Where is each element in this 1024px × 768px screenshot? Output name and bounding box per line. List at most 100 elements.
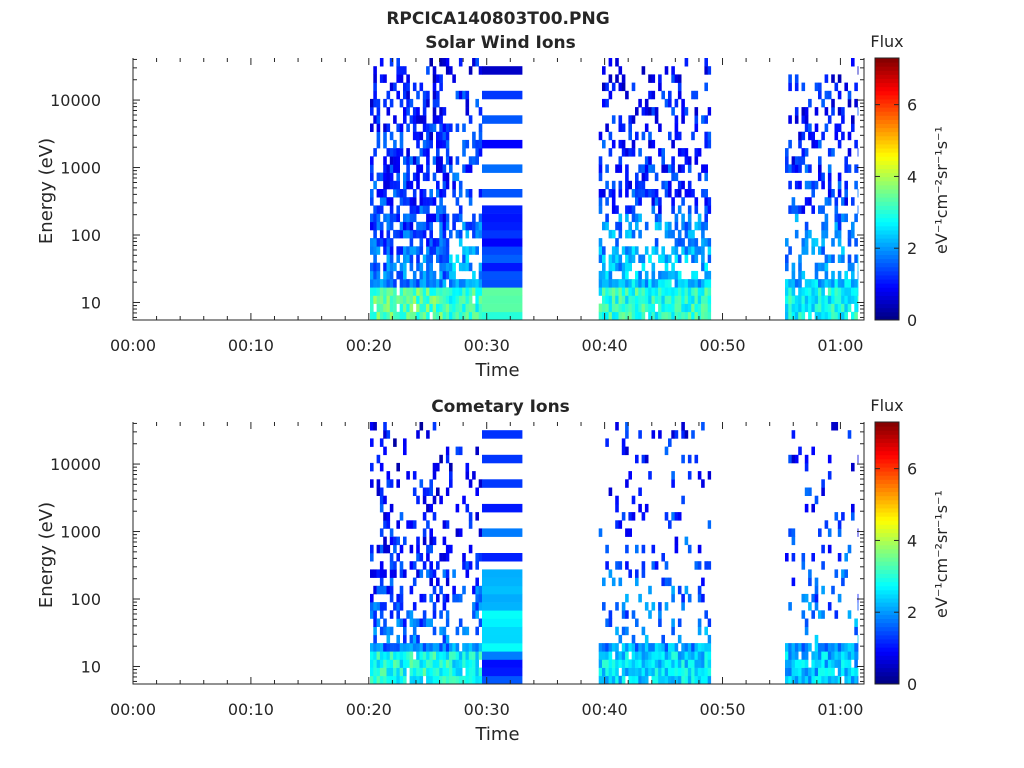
heatmap-cell bbox=[687, 229, 692, 239]
heatmap-cell bbox=[406, 148, 410, 157]
heatmap-cell bbox=[386, 123, 391, 132]
heatmap-cell bbox=[605, 295, 609, 304]
heatmap-cell bbox=[641, 172, 646, 182]
heatmap-cell bbox=[475, 626, 479, 636]
colorbar-step bbox=[875, 647, 899, 652]
heatmap-cell bbox=[635, 246, 639, 255]
heatmap-cell bbox=[847, 651, 852, 660]
heatmap-cell bbox=[598, 311, 603, 321]
heatmap-cell bbox=[788, 164, 792, 173]
heatmap-cell bbox=[452, 667, 456, 677]
colorbar-step bbox=[875, 540, 899, 546]
heatmap-cell bbox=[468, 303, 473, 313]
heatmap-cell bbox=[396, 90, 400, 100]
colorbar-step bbox=[875, 287, 899, 292]
heatmap-cell bbox=[644, 287, 649, 296]
heatmap-cell bbox=[412, 197, 417, 206]
heatmap-cell bbox=[814, 634, 819, 644]
heatmap-cell bbox=[602, 311, 606, 321]
heatmap-cell bbox=[691, 651, 695, 660]
heatmap-cell bbox=[389, 569, 394, 578]
panel-title: Solar Wind Ions bbox=[425, 33, 576, 53]
heatmap-cell bbox=[668, 254, 672, 263]
heatmap-cell bbox=[468, 643, 473, 652]
heatmap-cell bbox=[794, 107, 799, 116]
heatmap-cell bbox=[389, 626, 394, 636]
heatmap-cell bbox=[426, 148, 430, 157]
heatmap-cell bbox=[794, 643, 799, 652]
heatmap-cell bbox=[602, 675, 606, 685]
heatmap-cell bbox=[386, 197, 391, 206]
colorbar-step bbox=[875, 221, 899, 227]
heatmap-cell bbox=[468, 295, 473, 304]
heatmap-cell bbox=[811, 189, 815, 198]
heatmap-cell bbox=[857, 279, 859, 288]
heatmap-cell bbox=[697, 303, 702, 313]
heatmap-cell bbox=[857, 287, 859, 296]
heatmap-cell bbox=[608, 651, 613, 660]
heatmap-cell bbox=[821, 172, 825, 182]
heatmap-cell bbox=[658, 213, 662, 223]
heatmap-cell bbox=[615, 659, 619, 668]
heatmap-cell bbox=[393, 536, 397, 546]
heatmap-cell bbox=[621, 82, 626, 92]
heatmap-cell bbox=[449, 311, 453, 321]
heatmap-cell bbox=[462, 148, 466, 157]
heatmap-cell bbox=[851, 58, 855, 67]
heatmap-cell bbox=[370, 107, 374, 116]
heatmap-cell bbox=[668, 659, 672, 668]
heatmap-cell bbox=[841, 131, 845, 141]
heatmap-cell bbox=[409, 585, 414, 595]
heatmap-cell bbox=[383, 651, 387, 660]
heatmap-cell bbox=[804, 651, 809, 660]
heatmap-cell bbox=[393, 213, 397, 223]
heatmap-cell bbox=[468, 197, 473, 206]
colorbar-step bbox=[875, 499, 899, 505]
heatmap-cell bbox=[468, 221, 473, 231]
heatmap-cell bbox=[439, 495, 443, 505]
heatmap-cell bbox=[419, 131, 424, 141]
heatmap-cell bbox=[824, 675, 829, 685]
heatmap-cell bbox=[837, 643, 842, 652]
heatmap-cell bbox=[615, 164, 619, 173]
heatmap-cell bbox=[794, 213, 799, 223]
heatmap-cell bbox=[482, 254, 523, 263]
heatmap-cell bbox=[677, 287, 682, 296]
heatmap-cell bbox=[701, 643, 705, 652]
heatmap-cell bbox=[386, 213, 391, 223]
heatmap-cell bbox=[605, 651, 609, 660]
heatmap-cell bbox=[658, 610, 662, 619]
heatmap-cell bbox=[798, 270, 802, 280]
colorbar-frame bbox=[874, 57, 900, 321]
heatmap-cell bbox=[422, 148, 427, 157]
heatmap-cell bbox=[445, 593, 450, 603]
heatmap-cell bbox=[472, 156, 476, 165]
colorbar-step bbox=[875, 516, 899, 521]
heatmap-cell bbox=[668, 90, 672, 100]
heatmap-cell bbox=[468, 512, 473, 521]
heatmap-cell bbox=[841, 577, 845, 587]
heatmap-cell bbox=[804, 123, 809, 132]
heatmap-cell bbox=[808, 98, 812, 108]
heatmap-cell bbox=[482, 659, 523, 668]
heatmap-cell bbox=[419, 262, 424, 272]
heatmap-cell bbox=[811, 131, 815, 141]
heatmap-cell bbox=[399, 618, 404, 627]
heatmap-cell bbox=[482, 189, 523, 198]
heatmap-cell bbox=[684, 651, 689, 660]
heatmap-cell bbox=[621, 287, 626, 296]
heatmap-cell bbox=[373, 246, 377, 255]
heatmap-cell bbox=[465, 503, 470, 513]
heatmap-cell bbox=[436, 561, 440, 570]
heatmap-cell bbox=[373, 74, 377, 83]
heatmap-cell bbox=[379, 205, 384, 214]
heatmap-cell bbox=[455, 675, 460, 685]
heatmap-cell bbox=[383, 238, 387, 247]
heatmap-cell bbox=[472, 303, 476, 313]
heatmap-cell bbox=[436, 238, 440, 247]
heatmap-cell bbox=[648, 667, 652, 677]
heatmap-cell bbox=[608, 270, 613, 280]
colorbar-step bbox=[875, 242, 899, 247]
heatmap-cell bbox=[455, 311, 460, 321]
heatmap-cell bbox=[426, 156, 430, 165]
